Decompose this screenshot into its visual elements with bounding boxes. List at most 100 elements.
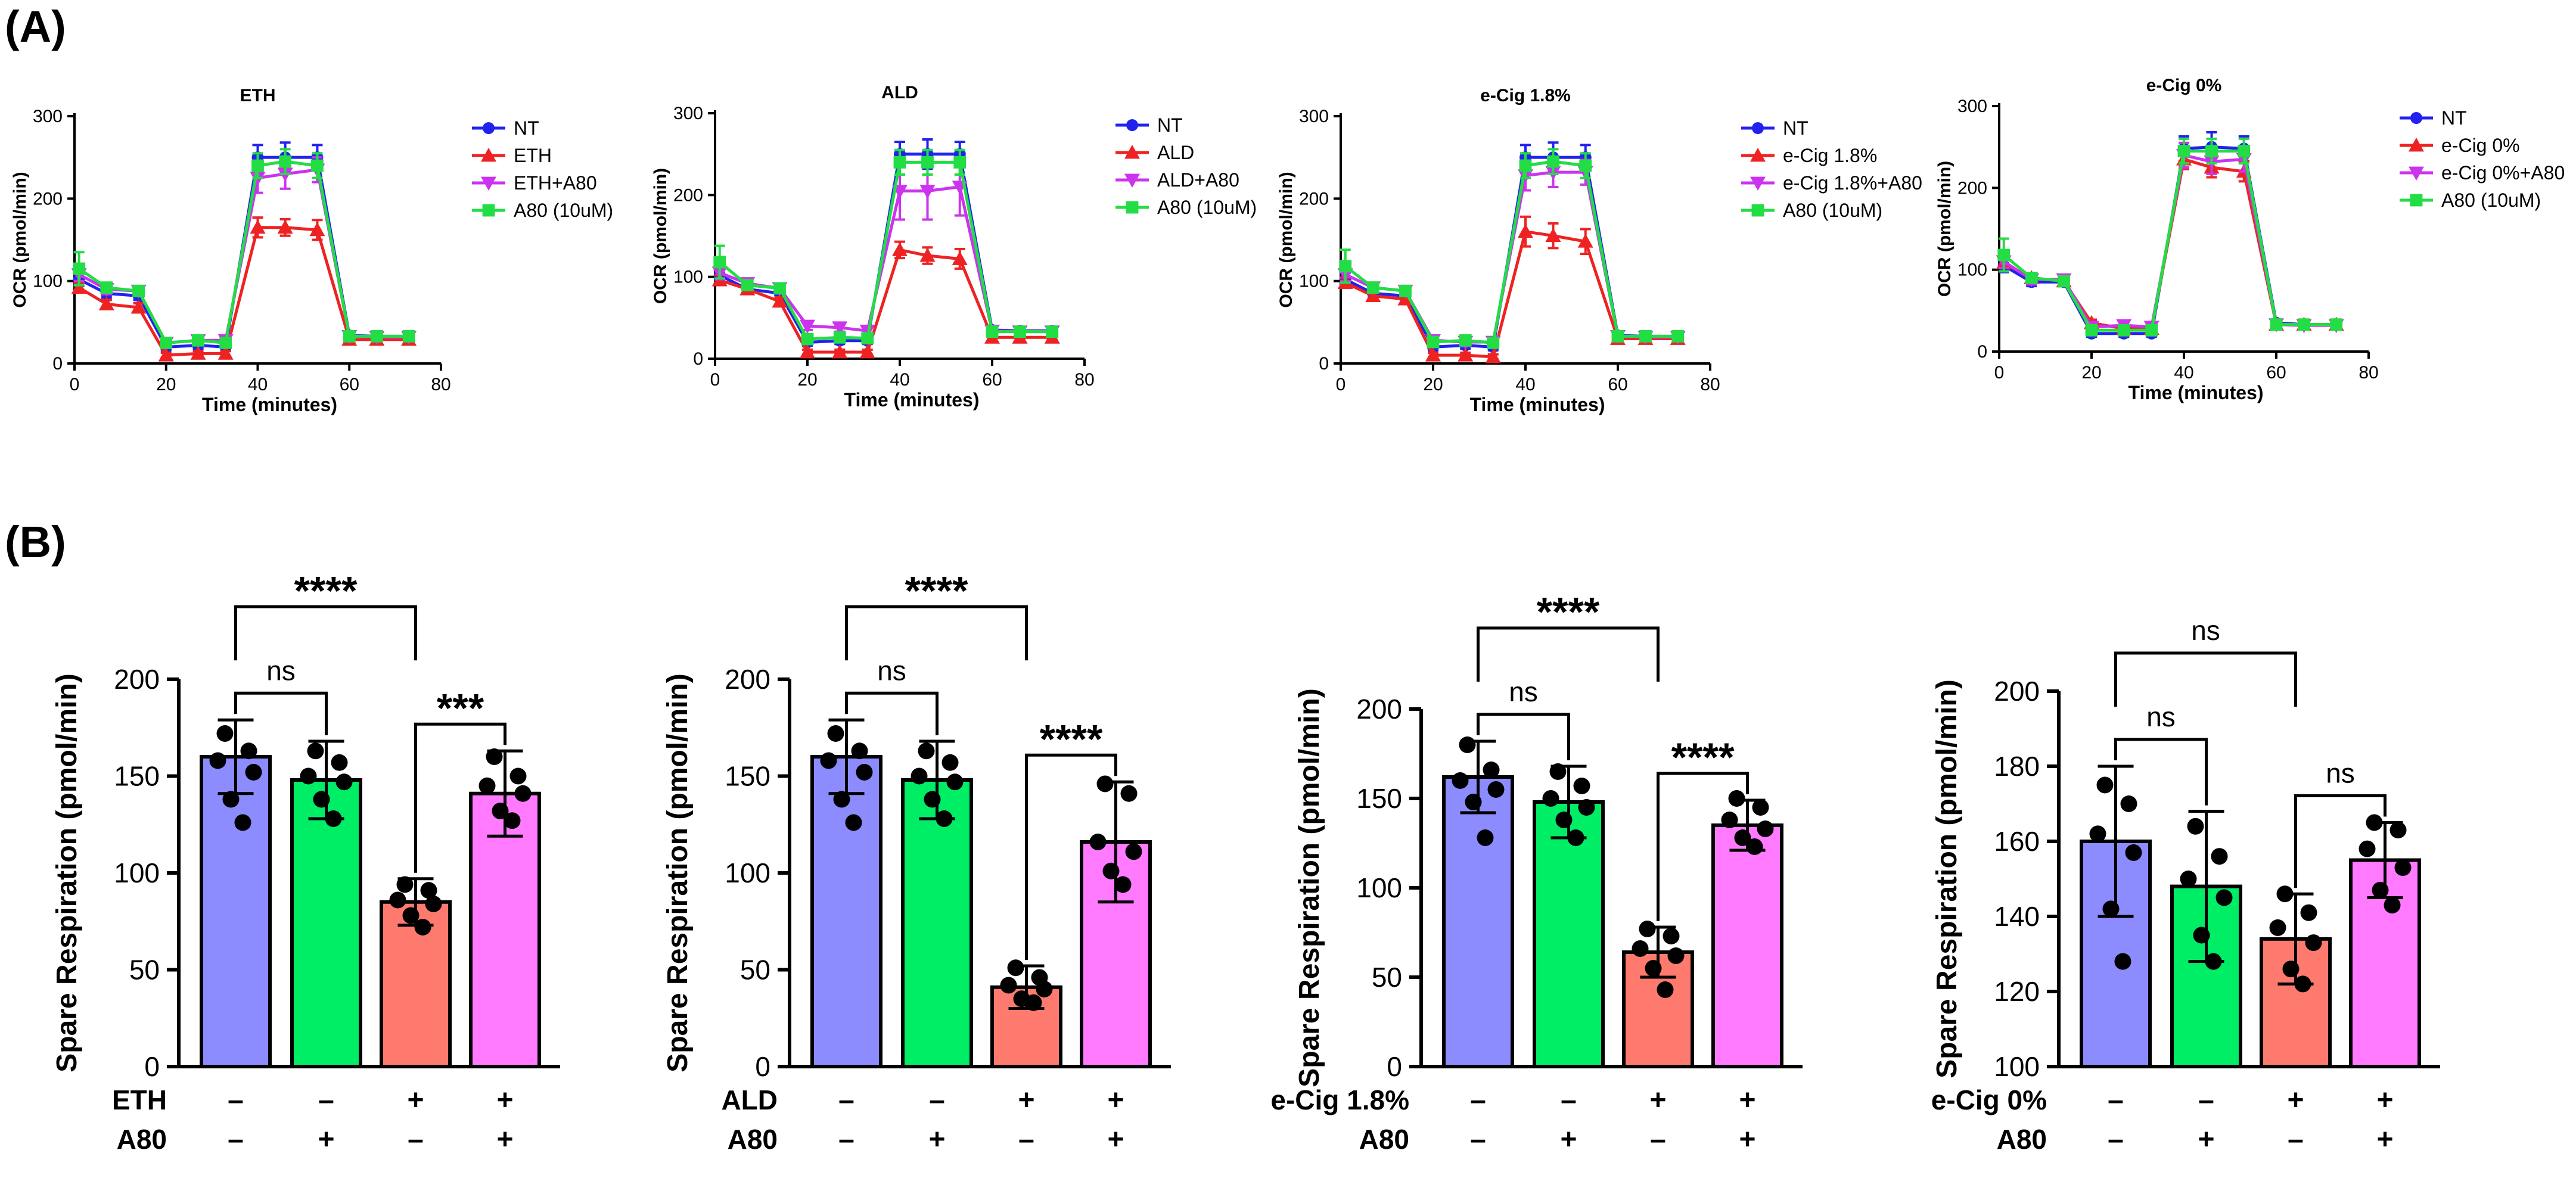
significance-bracket [1657, 772, 1749, 921]
y-axis-label: Spare Respiration (pmol/min) [1294, 688, 1325, 1087]
data-point [1657, 981, 1674, 998]
x-axis-label: Time (minutes) [2128, 382, 2264, 403]
treatment-sign: + [1649, 1084, 1666, 1116]
treatment-sign: – [228, 1084, 244, 1116]
data-point [2125, 844, 2142, 861]
significance-label: ns [2146, 701, 2176, 732]
x-tick-label: 20 [156, 375, 176, 394]
y-axis-label: Spare Respiration (pmol/min) [51, 673, 83, 1072]
a80-sign: – [228, 1124, 244, 1155]
treatment-sign: + [2287, 1084, 2304, 1116]
legend-marker [1750, 148, 1766, 162]
data-point [1120, 785, 1138, 802]
a80-sign: + [318, 1124, 334, 1155]
a80-sign: + [928, 1124, 945, 1155]
data-point [856, 764, 873, 781]
significance-bracket [2114, 738, 2208, 806]
legend-marker [2409, 166, 2424, 181]
data-point [2384, 897, 2401, 914]
x-axis-label: Time (minutes) [1470, 394, 1605, 415]
a80-label: A80 [1997, 1124, 2047, 1155]
legend-label: ETH+A80 [514, 172, 597, 194]
x-tick-label: 20 [2081, 363, 2101, 383]
y-tick-label: 120 [1994, 976, 2040, 1007]
data-point [100, 281, 113, 294]
data-point [370, 330, 383, 343]
treatment-sign: + [496, 1084, 513, 1116]
data-point [343, 330, 356, 343]
line-chart-2: ALD 0 100 200 300 0 20 40 60 80 Time (minutes) OCR … [651, 83, 1257, 411]
data-point [941, 754, 959, 771]
y-tick-label: 100 [725, 857, 770, 888]
y-tick-label: 180 [1994, 751, 2040, 782]
y-tick-label: 100 [114, 857, 160, 888]
data-point [827, 725, 844, 742]
data-point [1545, 228, 1561, 242]
y-tick-label: 140 [1994, 901, 2040, 932]
legend-label: NT [1157, 114, 1183, 136]
y-tick-label: 200 [1356, 694, 1402, 725]
data-point [1671, 330, 1685, 343]
y-tick-label: 50 [740, 955, 770, 986]
y-tick-label: 200 [114, 664, 160, 695]
data-point [335, 773, 353, 791]
data-point [1459, 736, 1476, 753]
data-point [2180, 871, 2197, 887]
x-tick-label: 20 [797, 370, 817, 390]
data-point [2211, 848, 2228, 865]
data-point [486, 748, 503, 765]
data-point [2085, 324, 2098, 337]
data-point [514, 785, 532, 802]
data-point [921, 156, 934, 169]
legend-marker [482, 204, 495, 217]
treatment-sign: + [407, 1084, 424, 1116]
data-point [1485, 349, 1501, 363]
data-point [1667, 947, 1685, 964]
data-point [859, 344, 875, 359]
x-axis-label: Time (minutes) [844, 389, 980, 411]
data-point [250, 219, 266, 234]
data-point [1518, 223, 1533, 238]
data-point [425, 896, 442, 912]
treatment-label: ETH [112, 1084, 167, 1115]
series-line [1344, 170, 1678, 344]
data-point [402, 907, 420, 924]
a80-sign: + [2198, 1124, 2214, 1155]
data-point [1339, 260, 1352, 273]
series-a80-10um-: A80 (10uM) [713, 148, 1257, 346]
data-point [2117, 324, 2130, 337]
y-tick-label: 0 [1977, 342, 1987, 362]
data-point [1036, 981, 1053, 997]
data-point [832, 344, 848, 359]
bar-chart-4: 100 120 140 160 180 200 Spare Respiration (pmo… [1931, 615, 2440, 1155]
y-tick-label: 150 [725, 761, 770, 792]
significance-bracket [1025, 753, 1117, 960]
data-point [772, 293, 788, 308]
y-tick-label: 100 [33, 272, 63, 291]
data-point [2294, 975, 2311, 993]
x-tick-label: 80 [431, 375, 450, 394]
x-tick-label: 60 [982, 370, 1002, 390]
data-point [509, 767, 527, 785]
data-point [311, 159, 324, 172]
y-tick-label: 200 [673, 185, 703, 205]
data-point [2269, 919, 2286, 936]
data-point [2102, 900, 2120, 918]
a80-sign: – [838, 1124, 854, 1155]
treatment-label: e-Cig 0% [1931, 1084, 2047, 1115]
data-point [1096, 775, 1114, 792]
bar [1442, 775, 1514, 1068]
y-tick-label: 150 [114, 761, 160, 792]
legend-label: e-Cig 0%+A80 [2441, 162, 2565, 184]
significance-bracket [414, 722, 507, 873]
data-point [130, 299, 147, 314]
a80-sign: + [496, 1124, 513, 1155]
bar [901, 778, 973, 1068]
y-tick-label: 50 [1372, 962, 1402, 993]
x-tick-label: 80 [1700, 375, 1720, 394]
data-point [1734, 829, 1751, 846]
data-point [160, 337, 173, 349]
data-point [2238, 145, 2251, 157]
treatment-sign: – [1561, 1084, 1577, 1116]
